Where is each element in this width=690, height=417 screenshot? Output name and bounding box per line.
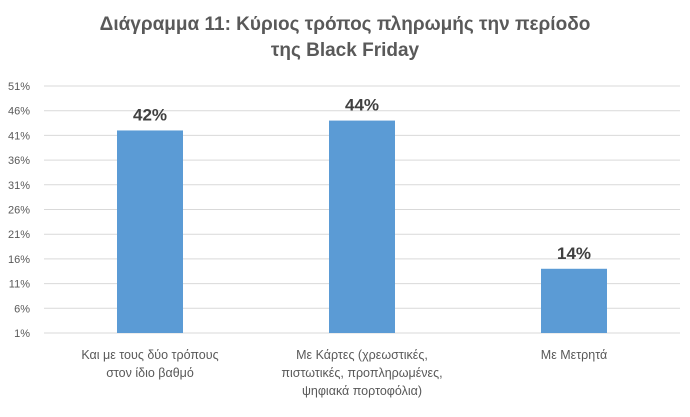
chart-title: Διάγραμμα 11: Κύριος τρόπος πληρωμής την… (0, 12, 690, 64)
bar (541, 268, 607, 333)
y-axis: 1% 6% 11% 16% 21% 26% 31% 36% 41% 46% 51% (8, 81, 30, 340)
chart-title-line-2: της Black Friday (270, 40, 420, 61)
y-tick-label: 6% (14, 303, 30, 315)
bar (117, 130, 183, 333)
data-labels: 42% 44% 14% (133, 96, 591, 263)
category-label: στον ίδιο βαθμό (106, 366, 194, 380)
x-axis: Και με τους δύο τρόπους στον ίδιο βαθμό Με… (81, 348, 607, 398)
data-label: 44% (345, 96, 379, 115)
category-label: Με Μετρητά (541, 348, 607, 362)
y-tick-label: 11% (9, 279, 30, 291)
y-tick-label: 51% (8, 81, 30, 93)
chart-title-line-1: Διάγραμμα 11: Κύριος τρόπος πληρωμής την… (99, 14, 591, 35)
bars (117, 120, 607, 333)
category-label: Και με τους δύο τρόπους (81, 348, 218, 362)
y-tick-label: 41% (8, 130, 30, 142)
category-label: ψηφιακά πορτοφόλια) (302, 384, 422, 398)
category-label: Με Κάρτες (χρεωστικές, (296, 348, 428, 362)
y-tick-label: 1% (14, 328, 30, 340)
y-tick-label: 46% (8, 106, 30, 118)
y-tick-label: 36% (8, 155, 30, 167)
bar (329, 120, 395, 333)
y-tick-label: 31% (8, 180, 30, 192)
y-tick-label: 16% (8, 254, 30, 266)
data-label: 14% (557, 244, 591, 263)
y-tick-label: 21% (8, 229, 30, 241)
data-label: 42% (133, 105, 167, 124)
y-tick-label: 26% (8, 205, 30, 217)
category-label: πιστωτικές, προπληρωμένες, (281, 366, 442, 380)
